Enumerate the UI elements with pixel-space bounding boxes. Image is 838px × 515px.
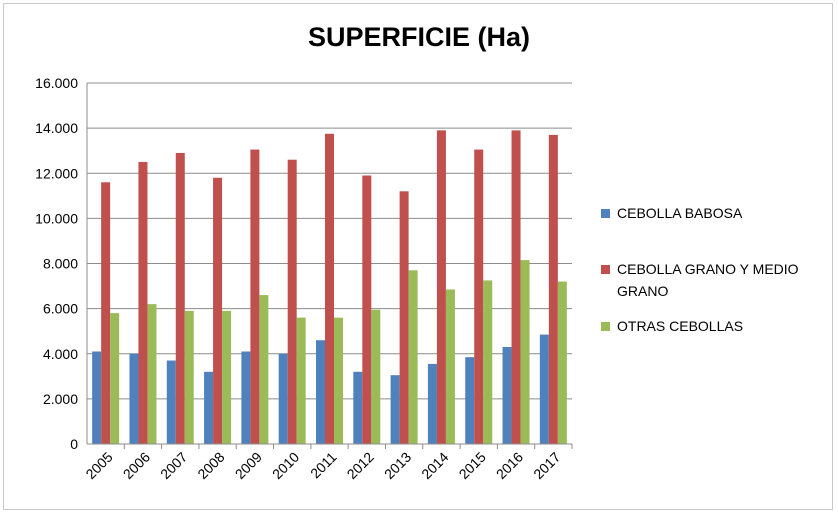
bar-otras-cebollas-2017 xyxy=(557,281,567,444)
bar-cebolla-babosa-2012 xyxy=(353,371,363,444)
bar-cebolla-babosa-2013 xyxy=(390,375,400,444)
bar-otras-cebollas-2013 xyxy=(408,270,418,444)
bar-otras-cebollas-2008 xyxy=(222,310,232,444)
bar-cebolla-grano-y-medio-grano-2010 xyxy=(287,159,297,444)
x-tick-label: 2009 xyxy=(232,449,265,482)
bar-otras-cebollas-2007 xyxy=(184,310,194,444)
x-tick-label: 2008 xyxy=(194,449,227,482)
bar-cebolla-grano-y-medio-grano-2006 xyxy=(138,161,148,444)
x-tick-label: 2013 xyxy=(381,449,414,482)
x-tick-label: 2016 xyxy=(493,449,526,482)
x-tick-label: 2017 xyxy=(530,449,563,482)
bar-cebolla-babosa-2007 xyxy=(166,360,176,444)
legend-label: CEBOLLA GRANO Y MEDIO xyxy=(617,261,799,277)
x-tick-label: 2015 xyxy=(456,449,489,482)
bar-otras-cebollas-2006 xyxy=(147,304,157,444)
x-axis-ticks: 2005 2006 2007 2008 2009 2010 2011 2012 2013 2014… xyxy=(82,449,563,482)
y-axis-ticks: 0 2.000 4.000 6.000 8.000 10.000 12.000 14.000 1… xyxy=(35,75,78,452)
bar-cebolla-babosa-2010 xyxy=(278,353,288,444)
bar-cebolla-babosa-2008 xyxy=(204,371,214,444)
bar-cebolla-grano-y-medio-grano-2014 xyxy=(436,130,446,444)
bar-cebolla-babosa-2009 xyxy=(241,351,251,444)
bar-cebolla-babosa-2014 xyxy=(427,363,437,444)
x-tick-label: 2011 xyxy=(307,449,340,482)
y-tick-label: 10.000 xyxy=(35,210,78,226)
y-tick-label: 2.000 xyxy=(43,391,78,407)
bar-cebolla-grano-y-medio-grano-2011 xyxy=(325,133,334,444)
bar-otras-cebollas-2016 xyxy=(520,260,530,444)
legend-label: CEBOLLA BABOSA xyxy=(617,205,743,221)
bar-cebolla-babosa-2011 xyxy=(316,340,325,444)
bar-cebolla-babosa-2016 xyxy=(502,346,512,444)
legend-label: OTRAS CEBOLLAS xyxy=(617,318,743,334)
legend-label: GRANO xyxy=(617,283,668,299)
y-tick-label: 8.000 xyxy=(43,256,78,272)
y-tick-label: 6.000 xyxy=(43,301,78,317)
y-tick-label: 12.000 xyxy=(35,165,78,181)
legend-swatch xyxy=(601,265,610,274)
bar-cebolla-grano-y-medio-grano-2015 xyxy=(474,149,484,444)
bar-cebolla-grano-y-medio-grano-2016 xyxy=(511,130,521,444)
bar-cebolla-grano-y-medio-grano-2008 xyxy=(213,177,223,444)
bar-cebolla-babosa-2017 xyxy=(539,334,549,444)
bars xyxy=(92,130,567,445)
bar-cebolla-grano-y-medio-grano-2017 xyxy=(548,134,558,445)
bar-otras-cebollas-2011 xyxy=(334,317,343,444)
bar-cebolla-grano-y-medio-grano-2007 xyxy=(175,152,185,444)
y-tick-label: 14.000 xyxy=(35,120,78,136)
axes xyxy=(86,83,573,449)
legend-swatch xyxy=(601,322,610,331)
bar-otras-cebollas-2010 xyxy=(296,317,306,444)
x-tick-label: 2014 xyxy=(418,449,451,482)
legend: CEBOLLA BABOSA CEBOLLA GRANO Y MEDIO GRANO… xyxy=(601,205,799,334)
bar-cebolla-grano-y-medio-grano-2013 xyxy=(399,191,409,444)
x-tick-label: 2005 xyxy=(82,449,115,482)
x-tick-label: 2006 xyxy=(120,449,153,482)
y-tick-label: 0 xyxy=(70,436,78,452)
bar-cebolla-grano-y-medio-grano-2012 xyxy=(362,175,372,444)
bar-cebolla-grano-y-medio-grano-2009 xyxy=(250,149,260,444)
legend-swatch xyxy=(601,209,610,218)
bar-cebolla-babosa-2015 xyxy=(465,357,475,444)
x-tick-label: 2007 xyxy=(157,449,190,482)
bar-cebolla-babosa-2005 xyxy=(92,351,102,444)
bar-otras-cebollas-2015 xyxy=(483,280,493,444)
y-tick-label: 16.000 xyxy=(35,75,78,91)
bar-otras-cebollas-2012 xyxy=(371,309,381,444)
bar-otras-cebollas-2009 xyxy=(259,295,269,444)
bar-cebolla-babosa-2006 xyxy=(129,353,139,444)
bar-otras-cebollas-2005 xyxy=(110,313,120,444)
x-tick-label: 2010 xyxy=(269,449,302,482)
bar-otras-cebollas-2014 xyxy=(445,289,455,444)
chart-title: SUPERFICIE (Ha) xyxy=(307,22,531,52)
x-tick-label: 2012 xyxy=(344,449,377,482)
y-tick-label: 4.000 xyxy=(43,346,78,362)
bar-cebolla-grano-y-medio-grano-2005 xyxy=(101,182,111,444)
